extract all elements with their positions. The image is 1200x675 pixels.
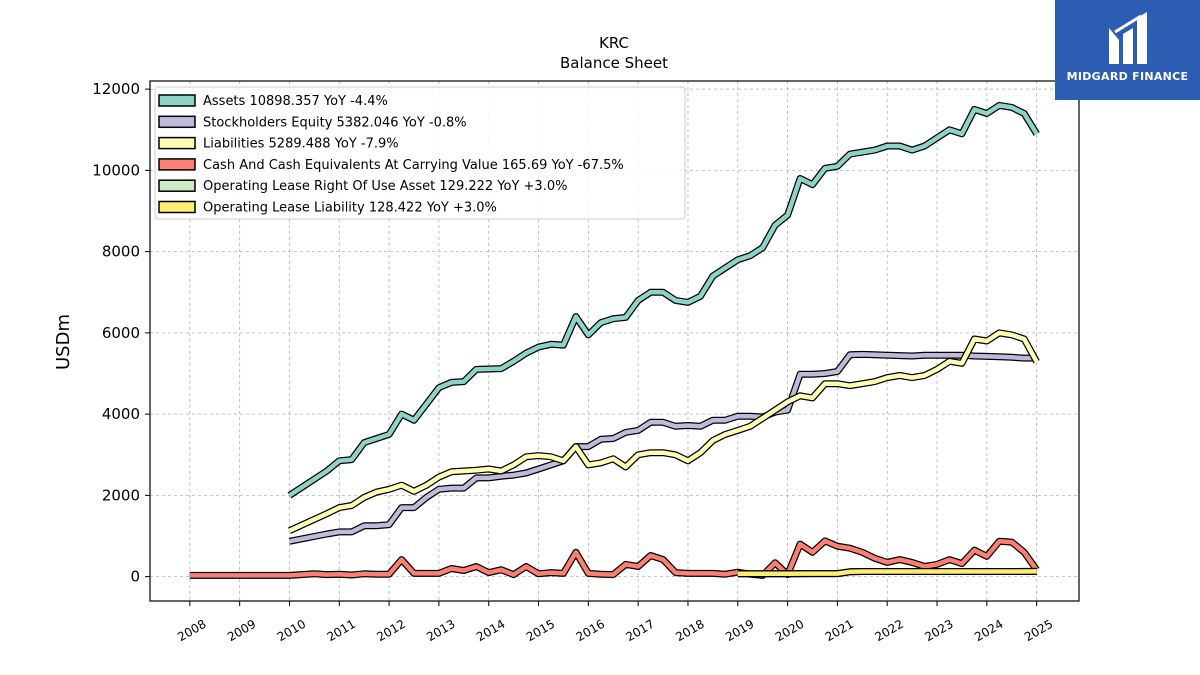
legend-entry-5: Operating Lease Liability 128.422 YoY +3…	[203, 201, 497, 216]
series-line-3	[189, 538, 1039, 578]
x-tick-label: 2024	[972, 617, 1005, 644]
x-tick-label: 2016	[574, 617, 607, 644]
x-tick-label: 2020	[773, 617, 806, 644]
x-tick-label: 2017	[623, 617, 656, 644]
y-tick-label: 12000	[92, 80, 140, 98]
series-lines	[189, 101, 1040, 579]
series-line-5	[737, 569, 1037, 577]
x-tick-label: 2014	[474, 617, 507, 644]
x-tick-label: 2009	[225, 617, 258, 644]
legend: Assets 10898.357 YoY -4.4% Stockholders E…	[154, 86, 686, 220]
legend-swatch-5	[158, 200, 196, 214]
series-line-2	[288, 330, 1039, 533]
y-tick-label: 6000	[102, 324, 140, 342]
brand-mark-icon	[1109, 12, 1147, 64]
x-tick-label: 2011	[325, 617, 358, 644]
brand-logo: MIDGARD FINANCE	[1055, 0, 1200, 100]
y-tick-label: 10000	[92, 161, 140, 179]
x-tick-label: 2012	[374, 617, 407, 644]
legend-entry-4: Operating Lease Right Of Use Asset 129.2…	[203, 179, 567, 194]
y-tick-label: 0	[130, 568, 140, 586]
brand-name: MIDGARD FINANCE	[1066, 70, 1189, 83]
series-line-1	[289, 352, 1037, 544]
legend-box	[154, 86, 686, 220]
legend-swatch-1	[158, 115, 196, 129]
x-tick-label: 2021	[823, 617, 856, 644]
y-axis-label: USDm	[53, 314, 74, 370]
x-tick-label: 2025	[1022, 617, 1055, 644]
plot-frame	[149, 80, 1080, 602]
y-tick-label: 2000	[102, 486, 140, 504]
chart-subtitle: Balance Sheet	[560, 54, 668, 72]
legend-entry-3: Cash And Cash Equivalents At Carrying Va…	[203, 158, 624, 173]
x-tick-label: 2010	[275, 617, 308, 644]
x-tick-label: 2022	[872, 617, 905, 644]
legend-entry-0: Assets 10898.357 YoY -4.4%	[203, 94, 388, 109]
x-tick-label: 2008	[175, 617, 208, 644]
y-tick-label: 8000	[102, 243, 140, 261]
legend-swatch-3	[158, 158, 196, 171]
x-tick-label: 2023	[922, 617, 955, 644]
series-line-0	[288, 103, 1039, 498]
x-tick-label: 2013	[424, 617, 457, 644]
series-line-outline-1	[288, 350, 1037, 545]
legend-entry-1: Stockholders Equity 5382.046 YoY -0.8%	[203, 115, 467, 130]
x-tick-label: 2015	[524, 617, 557, 644]
legend-swatch-2	[158, 136, 196, 150]
series-line-outline-2	[288, 329, 1040, 534]
x-tick-label: 2018	[673, 617, 706, 644]
chart-title: KRC	[599, 34, 629, 52]
legend-swatch-4	[158, 179, 196, 192]
legend-swatch-0	[158, 94, 196, 107]
x-tick-label: 2019	[723, 617, 756, 644]
legend-entry-2: Liabilities 5289.488 YoY -7.9%	[203, 137, 399, 152]
y-tick-label: 4000	[102, 405, 140, 423]
